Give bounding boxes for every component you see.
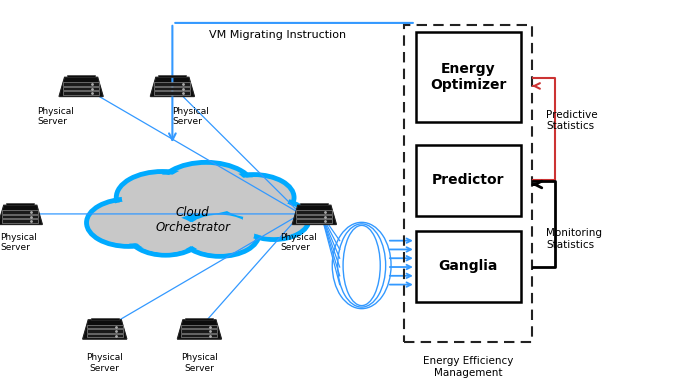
Bar [2, 210, 39, 214]
Bar [2, 219, 39, 223]
Circle shape [128, 213, 203, 255]
Bar [154, 82, 191, 86]
Bar [63, 87, 99, 90]
Polygon shape [292, 205, 337, 225]
Bar [154, 91, 191, 95]
Bar [416, 145, 521, 216]
Bar [185, 318, 214, 320]
Text: Physical
Server: Physical Server [281, 233, 318, 253]
Bar [416, 32, 521, 122]
Bar [158, 75, 187, 77]
Bar [6, 203, 34, 205]
Text: Physical
Server: Physical Server [181, 353, 218, 373]
Circle shape [185, 215, 254, 254]
Bar [181, 329, 218, 333]
Circle shape [213, 175, 294, 220]
Circle shape [218, 177, 289, 218]
Circle shape [180, 212, 259, 256]
Circle shape [91, 202, 166, 244]
Circle shape [133, 216, 198, 253]
Bar [181, 325, 218, 328]
Bar [87, 325, 123, 328]
Bar [416, 231, 521, 302]
Bar [296, 210, 333, 214]
Text: Ganglia: Ganglia [439, 259, 498, 274]
Bar [154, 87, 191, 90]
Text: Energy
Optimizer: Energy Optimizer [430, 62, 506, 92]
Text: Physical
Server: Physical Server [87, 353, 123, 373]
Text: Predictive
Statistics: Predictive Statistics [546, 110, 598, 131]
Bar [181, 334, 218, 338]
Text: Physical
Server: Physical Server [172, 107, 210, 126]
Text: Cloud
Orchestrator: Cloud Orchestrator [155, 206, 230, 234]
Bar [87, 334, 123, 338]
Circle shape [164, 166, 249, 214]
Text: VM Migrating Instruction: VM Migrating Instruction [209, 30, 345, 40]
Text: Physical
Server: Physical Server [0, 233, 37, 253]
Polygon shape [82, 320, 127, 339]
Polygon shape [59, 77, 103, 96]
Circle shape [87, 199, 170, 246]
Bar [300, 203, 329, 205]
Circle shape [239, 200, 309, 240]
Bar [91, 318, 119, 320]
Bar [87, 329, 123, 333]
Bar [296, 215, 333, 219]
Bar [63, 82, 99, 86]
Bar [404, 25, 532, 342]
Circle shape [116, 172, 208, 223]
Polygon shape [0, 205, 42, 225]
Text: Energy Efficiency
Management: Energy Efficiency Management [422, 356, 513, 378]
Bar [67, 75, 95, 77]
Text: Predictor: Predictor [432, 173, 504, 188]
Text: Physical
Server: Physical Server [37, 107, 74, 126]
Bar [63, 91, 99, 95]
Bar [296, 219, 333, 223]
Circle shape [158, 162, 255, 217]
Circle shape [243, 202, 305, 237]
Bar [2, 215, 39, 219]
Text: Monitoring
Statistics: Monitoring Statistics [546, 228, 602, 249]
Polygon shape [150, 77, 195, 96]
Polygon shape [177, 320, 222, 339]
Circle shape [122, 175, 203, 220]
